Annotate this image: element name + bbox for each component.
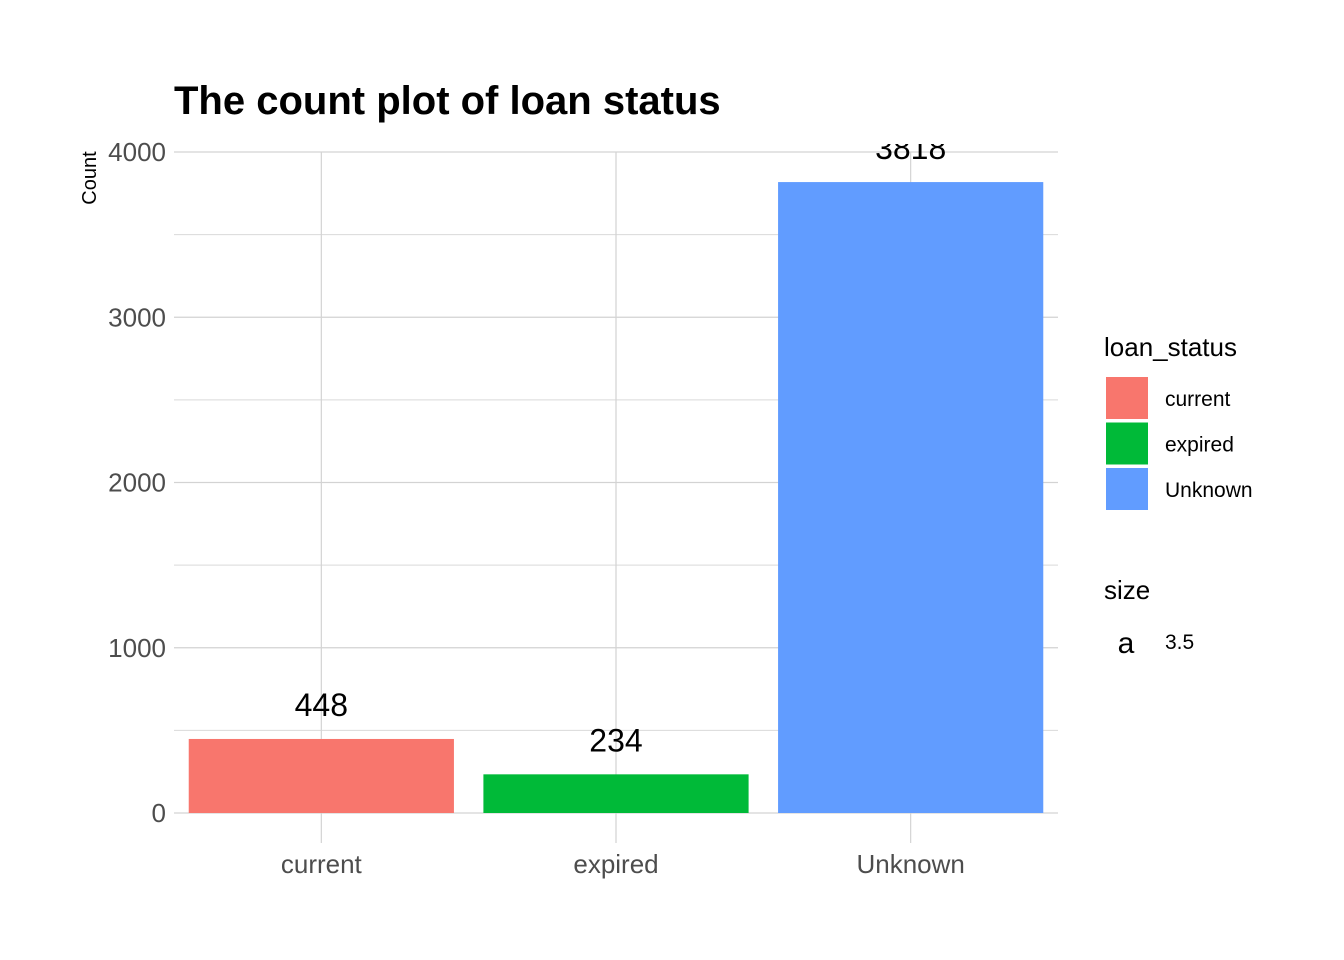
y-tick-label: 2000: [108, 468, 166, 498]
legend-key-expired: [1106, 422, 1148, 465]
legend-label: expired: [1165, 434, 1234, 457]
data-label: 234: [589, 722, 642, 758]
legend: loan_status current expired Unknown size a…: [1104, 332, 1253, 660]
y-tick-label: 1000: [108, 633, 166, 663]
x-tick-label: current: [281, 849, 363, 879]
x-tick-label: Unknown: [856, 849, 964, 879]
legend-label: current: [1165, 388, 1231, 411]
y-tick-label: 4000: [108, 137, 166, 167]
bar-unknown: [778, 182, 1044, 813]
y-tick-label: 0: [152, 798, 166, 828]
y-axis-label: Count: [79, 151, 101, 205]
legend-label: Unknown: [1165, 479, 1253, 502]
legend-title-fill: loan_status: [1104, 332, 1237, 362]
legend-key-unknown: [1106, 468, 1148, 510]
chart-title: The count plot of loan status: [174, 79, 721, 123]
data-labels: 448 234 3818: [295, 130, 947, 758]
legend-size-key: a: [1118, 627, 1135, 660]
axis-ticks: 0 1000 2000 3000 4000 current expired Unknown: [108, 137, 965, 879]
data-label: 448: [295, 687, 348, 723]
legend-title-size: size: [1104, 575, 1150, 605]
legend-size-value: 3.5: [1165, 631, 1194, 654]
y-tick-label: 3000: [108, 302, 166, 332]
legend-key-current: [1106, 377, 1148, 419]
bars: [188, 182, 1044, 813]
x-tick-label: expired: [573, 849, 658, 879]
bar-current: [188, 738, 454, 813]
data-label: 3818: [875, 130, 946, 166]
bar-expired: [483, 774, 749, 813]
